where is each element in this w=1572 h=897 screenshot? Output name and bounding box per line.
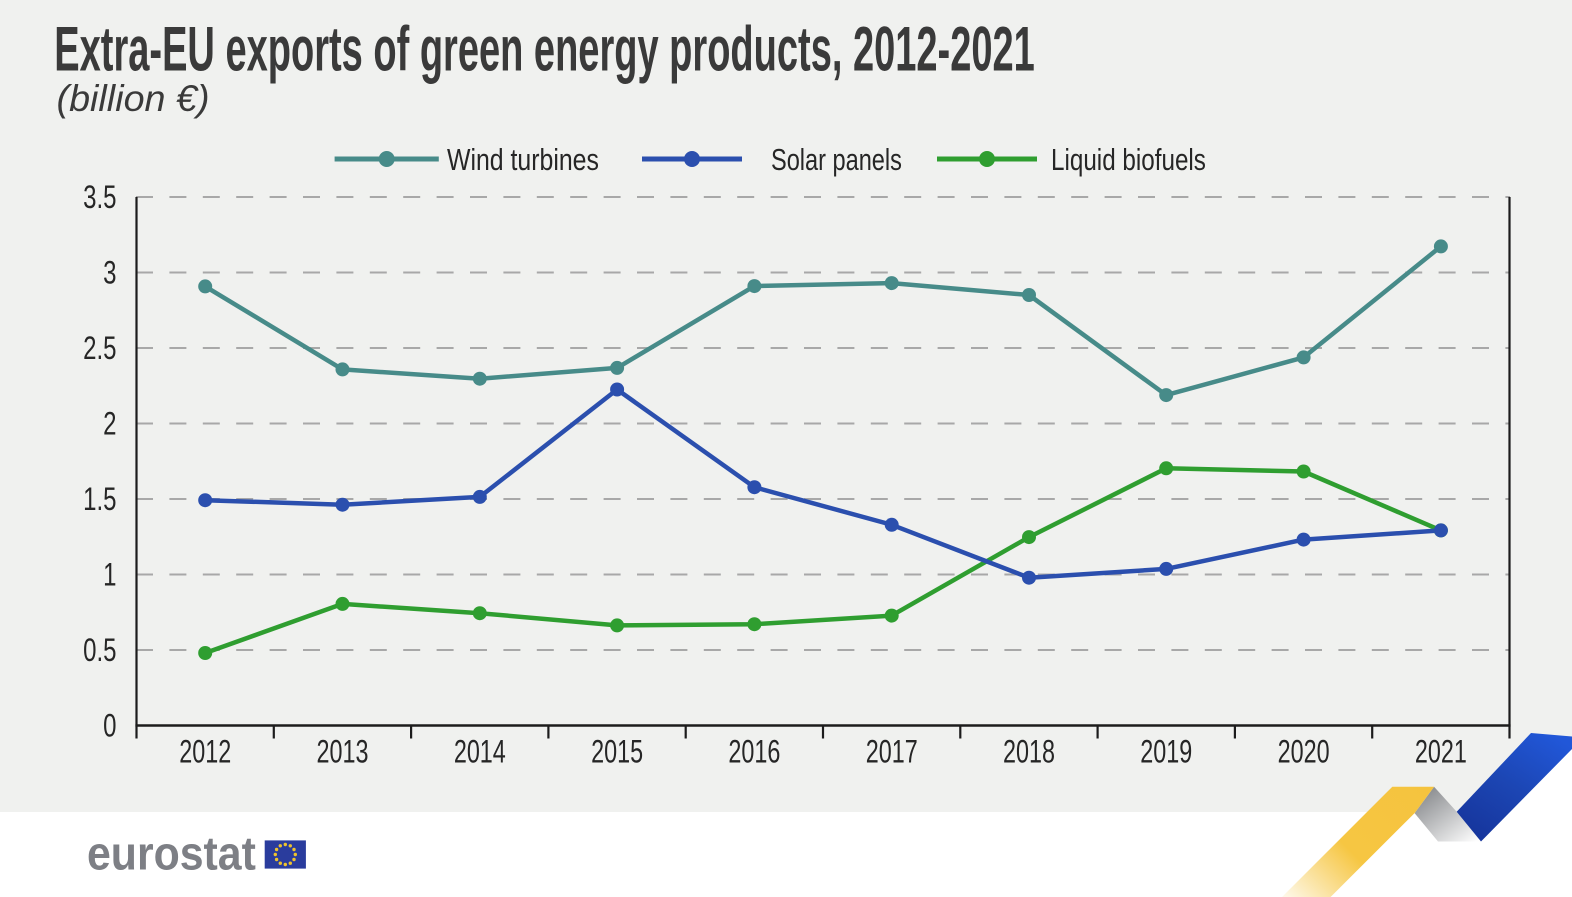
svg-text:3: 3 (103, 254, 116, 290)
svg-text:2015: 2015 (591, 734, 643, 769)
svg-text:2: 2 (103, 405, 116, 441)
svg-text:2019: 2019 (1140, 734, 1192, 769)
svg-text:Liquid biofuels: Liquid biofuels (1051, 142, 1206, 177)
svg-text:Extra-EU exports of green ener: Extra-EU exports of green energy product… (54, 15, 1035, 85)
svg-text:Wind turbines: Wind turbines (447, 142, 599, 176)
svg-text:(billion €): (billion €) (57, 77, 210, 119)
svg-text:3.5: 3.5 (83, 179, 116, 215)
svg-text:2013: 2013 (317, 734, 369, 769)
svg-text:0: 0 (103, 707, 116, 743)
svg-text:2017: 2017 (866, 734, 918, 769)
svg-text:2021: 2021 (1415, 734, 1467, 769)
svg-text:Solar panels: Solar panels (771, 142, 902, 177)
svg-text:2.5: 2.5 (83, 330, 116, 366)
svg-text:2020: 2020 (1278, 734, 1330, 769)
svg-text:1: 1 (103, 556, 116, 592)
svg-text:0.5: 0.5 (83, 632, 116, 668)
svg-text:2016: 2016 (728, 734, 780, 769)
svg-text:2014: 2014 (454, 734, 506, 769)
svg-text:2012: 2012 (179, 734, 231, 769)
svg-text:2018: 2018 (1003, 734, 1055, 769)
svg-text:eurostat: eurostat (87, 827, 256, 880)
svg-text:1.5: 1.5 (83, 481, 116, 517)
